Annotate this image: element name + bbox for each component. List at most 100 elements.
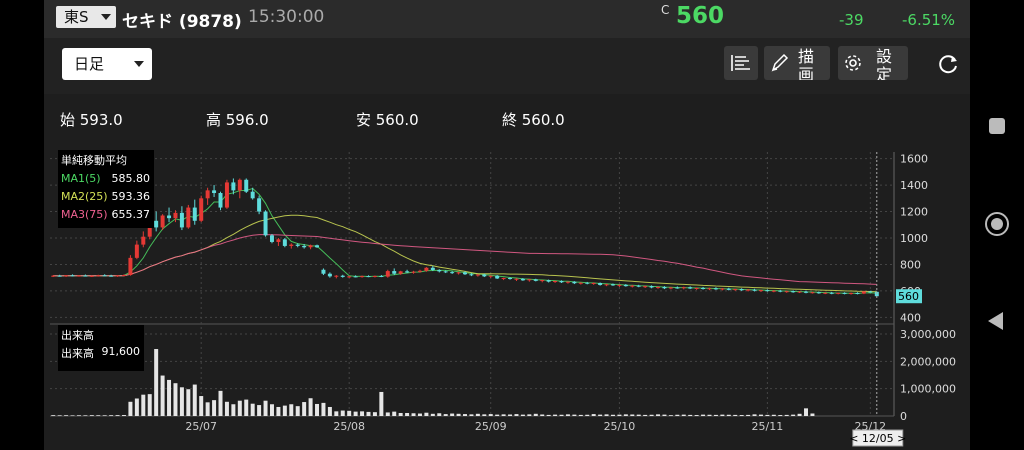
volume-bar: [514, 414, 519, 416]
candle-body: [842, 292, 847, 294]
candle-body: [385, 271, 390, 277]
volume-bar: [553, 414, 558, 416]
close-value: 終 560.0: [502, 111, 565, 129]
volume-bar: [257, 405, 262, 416]
volume-bar: [321, 402, 326, 416]
volume-bar: [308, 398, 313, 416]
home-button[interactable]: [985, 212, 1009, 236]
volume-bar: [192, 384, 197, 416]
candle-body: [469, 274, 474, 276]
candle-body: [662, 286, 667, 289]
candle-body: [520, 278, 525, 281]
candle-body: [617, 284, 622, 286]
candle-body: [269, 235, 274, 242]
candle-body: [758, 290, 763, 292]
candle-body: [192, 207, 197, 221]
volume-bar: [791, 414, 796, 416]
candle-body: [585, 282, 590, 284]
candlesticks: [51, 178, 879, 297]
settings-button[interactable]: 設定: [838, 46, 908, 80]
volume-bar: [488, 414, 493, 416]
candle-body: [282, 239, 287, 246]
candle-body: [450, 272, 455, 274]
candle-body: [424, 267, 429, 271]
candle-body: [675, 287, 680, 289]
refresh-icon[interactable]: [936, 52, 960, 76]
candle-body: [417, 270, 422, 272]
volume-bar: [263, 400, 268, 416]
volume-bar: [450, 413, 455, 416]
volume-bar: [167, 379, 172, 416]
volume-bar: [282, 405, 287, 416]
volume-bar: [533, 413, 538, 416]
volume-bar: [623, 414, 628, 416]
back-button[interactable]: [988, 312, 1003, 330]
volume-bar: [295, 406, 300, 416]
volume-bar: [212, 400, 217, 416]
price-volume-chart[interactable]: 16001400120010008006004003,000,0002,000,…: [44, 144, 970, 450]
candle-body: [218, 193, 223, 208]
candle-body: [115, 275, 120, 277]
candle-body: [392, 271, 397, 274]
volume-bar: [456, 413, 461, 416]
candle-body: [598, 282, 603, 285]
volume-bar: [315, 403, 320, 416]
candle-body: [514, 278, 519, 280]
candle-body: [623, 284, 628, 287]
candle-body: [237, 179, 242, 191]
bar-list-icon: [731, 55, 750, 71]
candle-body: [353, 276, 358, 278]
volume-bar: [565, 414, 570, 416]
candle-body: [360, 276, 365, 278]
volume-bar: [372, 412, 377, 416]
volume-bar: [276, 406, 281, 416]
candle-body: [147, 220, 152, 237]
candle-body: [488, 275, 493, 277]
candle-body: [411, 271, 416, 273]
volume-bar: [128, 401, 133, 416]
ma2-line: [53, 214, 877, 293]
price-tick-label: 1600: [900, 153, 928, 166]
volume-bar: [771, 414, 776, 416]
volume-bar: [147, 394, 152, 416]
ma1-value: 585.80: [111, 172, 151, 185]
candle-body: [347, 276, 352, 278]
candle-body: [482, 274, 487, 277]
candle-body: [726, 288, 731, 290]
candle-body: [154, 220, 159, 228]
date-tick-label: 25/07: [185, 420, 217, 433]
chart-area[interactable]: 16001400120010008006004003,000,0002,000,…: [44, 144, 970, 450]
candle-body: [173, 212, 178, 219]
date-tick-label: 25/09: [475, 420, 507, 433]
candle-body: [372, 275, 377, 277]
recents-button[interactable]: [989, 118, 1005, 134]
volume-bar: [681, 414, 686, 416]
volume-bar: [784, 414, 789, 416]
volume-bar: [746, 414, 751, 416]
indicator-list-button[interactable]: [724, 46, 758, 80]
exchange-select[interactable]: 東S: [56, 6, 116, 28]
volume-bar: [437, 413, 442, 416]
candle-body: [649, 286, 654, 288]
candle-body: [276, 239, 281, 242]
volume-bar: [578, 414, 583, 416]
candle-body: [733, 289, 738, 291]
candle-body: [199, 198, 204, 221]
volume-bar: [417, 413, 422, 416]
candle-body: [109, 275, 114, 277]
candle-body: [327, 273, 332, 277]
volume-bar: [224, 401, 229, 416]
candle-body: [167, 215, 172, 219]
period-select[interactable]: 日足: [62, 48, 152, 80]
candle-body: [636, 285, 641, 287]
volume-bar: [726, 414, 731, 416]
candle-body: [540, 280, 545, 282]
draw-button[interactable]: 描画: [764, 46, 830, 80]
volume-bar: [237, 400, 242, 416]
candle-body: [868, 291, 873, 293]
candle-body: [475, 274, 480, 276]
volume-bar: [244, 399, 249, 416]
volume-legend-title: 出来高: [61, 329, 94, 342]
volume-bar: [469, 414, 474, 416]
low-value: 安 560.0: [356, 111, 419, 129]
